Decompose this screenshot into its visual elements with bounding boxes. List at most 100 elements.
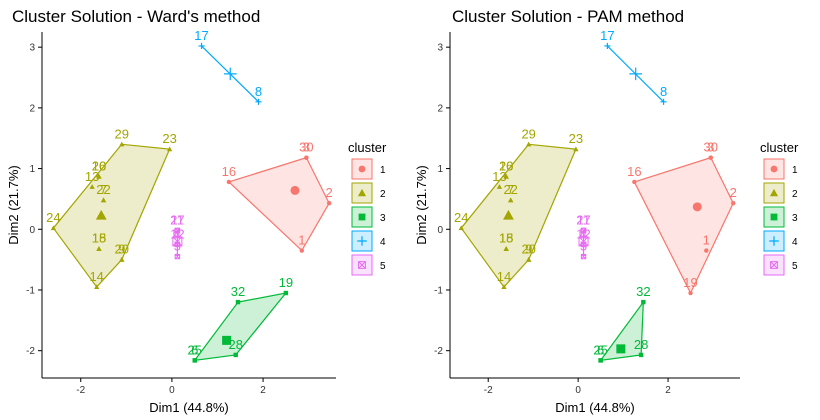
legend-key-marker bbox=[357, 236, 367, 246]
data-point bbox=[526, 141, 532, 147]
legend-label: 5 bbox=[792, 261, 798, 272]
data-point bbox=[94, 284, 100, 290]
data-point bbox=[304, 155, 309, 160]
cluster-center bbox=[223, 67, 237, 81]
cluster-center bbox=[616, 344, 626, 354]
point-label: 17 bbox=[194, 28, 208, 43]
point-label: 29 bbox=[521, 126, 535, 141]
point-label: 26 bbox=[499, 158, 513, 173]
legend-title: cluster bbox=[348, 140, 387, 155]
y-tick-label: 1 bbox=[29, 164, 35, 175]
point-label: 13 bbox=[492, 169, 506, 184]
point-label: 30 bbox=[704, 140, 718, 155]
cluster-center bbox=[172, 236, 183, 247]
cluster-center bbox=[503, 209, 514, 220]
point-label: 20 bbox=[521, 242, 535, 257]
legend-key-marker bbox=[358, 165, 366, 173]
cluster-4: 17 8 bbox=[194, 28, 262, 105]
y-tick-label: 0 bbox=[29, 225, 35, 236]
y-tick-label: -2 bbox=[434, 346, 443, 357]
y-tick-label: -1 bbox=[26, 285, 35, 296]
data-point bbox=[119, 256, 125, 262]
x-tick-label: 2 bbox=[260, 385, 266, 396]
legend-key-marker bbox=[770, 165, 778, 173]
point-label: 16 bbox=[627, 164, 641, 179]
data-point bbox=[641, 299, 646, 305]
data-point bbox=[526, 256, 532, 262]
point-label: 9 bbox=[525, 242, 532, 257]
point-label: 4 bbox=[580, 226, 587, 241]
legend-key-marker bbox=[769, 236, 779, 246]
chart-panel-2: Cluster Solution - PAM method-2 0 2-2-1012… bbox=[414, 7, 799, 415]
data-point bbox=[255, 98, 262, 105]
data-point bbox=[604, 42, 611, 50]
point-label: 26 bbox=[92, 158, 106, 173]
point-label: 13 bbox=[85, 169, 99, 184]
cluster-1: 330 2 1 16 19 bbox=[627, 140, 737, 296]
point-label: 7 bbox=[507, 182, 514, 197]
data-point bbox=[96, 173, 102, 179]
data-point bbox=[573, 146, 579, 152]
data-point bbox=[119, 141, 125, 147]
point-label: 24 bbox=[454, 210, 468, 225]
cluster-3: 32 19 28 256 bbox=[187, 275, 293, 363]
chart-title: Cluster Solution - Ward's method bbox=[12, 7, 260, 26]
point-label: 15 bbox=[92, 231, 106, 246]
point-label: 9 bbox=[118, 242, 125, 257]
legend-key-marker bbox=[770, 213, 778, 221]
legend-key-marker bbox=[357, 188, 367, 197]
point-label: 23 bbox=[162, 131, 176, 146]
point-label: 19 bbox=[279, 275, 293, 290]
y-tick-label: 2 bbox=[437, 103, 443, 114]
cluster-1: 330 2 1 16 bbox=[222, 140, 333, 253]
x-axis-label: Dim1 (44.8%) bbox=[555, 400, 634, 415]
point-label: 23 bbox=[569, 131, 583, 146]
cluster-hull bbox=[599, 300, 645, 362]
legend-key-marker bbox=[770, 261, 778, 269]
point-label: 6 bbox=[191, 342, 198, 357]
point-label: 11 bbox=[171, 212, 185, 227]
x-tick-label: 2 bbox=[665, 385, 671, 396]
data-point bbox=[508, 197, 514, 203]
point-label: 16 bbox=[222, 164, 236, 179]
data-point bbox=[704, 248, 709, 253]
data-point bbox=[458, 225, 464, 231]
point-label: 28 bbox=[228, 337, 242, 352]
cluster-center bbox=[95, 209, 107, 220]
legend-label: 3 bbox=[792, 213, 798, 224]
point-label: 22 bbox=[503, 182, 517, 197]
cluster-hull bbox=[633, 156, 734, 295]
data-point bbox=[632, 179, 637, 185]
cluster-center bbox=[629, 67, 642, 81]
data-point bbox=[503, 173, 509, 179]
point-label: 29 bbox=[115, 126, 129, 141]
cluster-hull bbox=[460, 143, 577, 288]
x-tick-label: 0 bbox=[169, 385, 175, 396]
data-point bbox=[233, 352, 238, 358]
legend-label: 2 bbox=[380, 189, 386, 200]
data-point bbox=[708, 155, 713, 160]
data-point bbox=[166, 146, 173, 152]
legend-title: cluster bbox=[760, 140, 799, 155]
chart-title: Cluster Solution - PAM method bbox=[452, 7, 684, 26]
point-label: 6 bbox=[597, 342, 604, 357]
data-point bbox=[89, 184, 95, 189]
point-label: 2 bbox=[730, 185, 737, 200]
point-label: 14 bbox=[497, 269, 511, 284]
legend-label: 1 bbox=[792, 165, 798, 176]
data-point bbox=[496, 184, 503, 189]
legend-key-marker bbox=[358, 261, 366, 269]
y-tick-label: 3 bbox=[29, 43, 35, 54]
point-label: 3 bbox=[707, 140, 714, 155]
point-label: 14 bbox=[89, 269, 103, 284]
point-label: 8 bbox=[660, 84, 667, 99]
cluster-center bbox=[578, 236, 589, 247]
data-point bbox=[598, 358, 603, 363]
point-label: 30 bbox=[299, 140, 313, 155]
point-label: 11 bbox=[577, 212, 591, 227]
